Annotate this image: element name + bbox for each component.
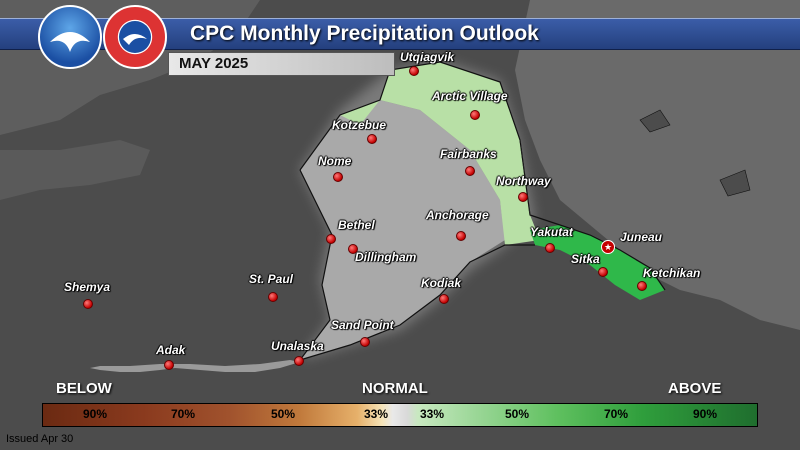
issued-date: Issued Apr 30 xyxy=(6,433,74,445)
city-label: Yakutat xyxy=(530,225,573,239)
city-marker xyxy=(470,110,480,120)
city-label: Adak xyxy=(156,343,186,357)
city-label: Sand Point xyxy=(331,318,394,332)
city-label: Nome xyxy=(318,154,352,168)
noaa-bird-icon xyxy=(50,32,90,52)
legend-below-label: BELOW xyxy=(56,380,112,397)
city-label: Ketchikan xyxy=(643,266,701,280)
city-marker xyxy=(637,281,647,291)
city-marker xyxy=(545,243,555,253)
city-marker xyxy=(598,267,608,277)
city-marker xyxy=(367,134,377,144)
city-marker xyxy=(83,299,93,309)
city-marker xyxy=(268,292,278,302)
city-label: Shemya xyxy=(64,280,111,294)
city-label: Utqiagvik xyxy=(400,50,455,64)
legend-color-bar: 90% 70% 50% 33% 33% 50% 70% 90% xyxy=(42,403,758,427)
legend-tick: 90% xyxy=(692,407,718,421)
city-marker xyxy=(348,244,358,254)
legend-tick: 50% xyxy=(270,407,296,421)
legend-tick: 90% xyxy=(82,407,108,421)
aleutian-islands xyxy=(90,360,300,372)
legend-tick: 33% xyxy=(419,407,445,421)
city-marker xyxy=(409,66,419,76)
city-marker xyxy=(465,166,475,176)
alaska-southern-coastline xyxy=(298,169,535,362)
great-slave-lake xyxy=(719,169,751,197)
city-label: Juneau xyxy=(620,230,663,244)
city-label: St. Paul xyxy=(249,272,294,286)
city-marker xyxy=(439,294,449,304)
legend-normal-label: NORMAL xyxy=(362,380,428,397)
legend-above-label: ABOVE xyxy=(668,380,722,397)
city-label: Kodiak xyxy=(421,276,462,290)
us-canada-border xyxy=(519,139,531,216)
city-marker xyxy=(164,360,174,370)
noaa-logo xyxy=(38,5,102,69)
nws-logo xyxy=(103,5,167,69)
city-label: Anchorage xyxy=(426,208,489,222)
city-marker xyxy=(360,337,370,347)
city-label: Sitka xyxy=(571,252,600,266)
city-marker xyxy=(518,192,528,202)
subtitle-box: MAY 2025 xyxy=(168,52,395,76)
alaska-normal-region xyxy=(300,100,505,360)
legend-tick: 50% xyxy=(504,407,530,421)
alaska-above-light-nw xyxy=(340,100,380,125)
city-marker xyxy=(294,356,304,366)
city-marker xyxy=(333,172,343,182)
city-marker xyxy=(326,234,336,244)
legend-tick: 70% xyxy=(170,407,196,421)
city-label: Bethel xyxy=(338,218,375,232)
city-label: Unalaska xyxy=(271,339,324,353)
city-label: Kotzebue xyxy=(332,118,386,132)
nws-emblem-icon xyxy=(119,21,151,53)
map-title: CPC Monthly Precipitation Outlook xyxy=(190,22,539,45)
great-bear-lake xyxy=(639,109,671,133)
city-label: Arctic Village xyxy=(432,89,508,103)
alaska-above-light xyxy=(380,62,540,245)
chukotka-land xyxy=(0,140,150,200)
city-label: Dillingham xyxy=(355,250,417,264)
city-label: Northway xyxy=(496,174,551,188)
city-marker xyxy=(456,231,466,241)
legend-tick: 70% xyxy=(603,407,629,421)
legend-tick: 33% xyxy=(363,407,389,421)
panhandle-above-strong xyxy=(530,225,665,300)
map-subtitle: MAY 2025 xyxy=(179,55,249,72)
canada-land xyxy=(515,0,800,330)
capital-star-icon: ★ xyxy=(601,240,615,254)
city-label: Fairbanks xyxy=(440,147,497,161)
